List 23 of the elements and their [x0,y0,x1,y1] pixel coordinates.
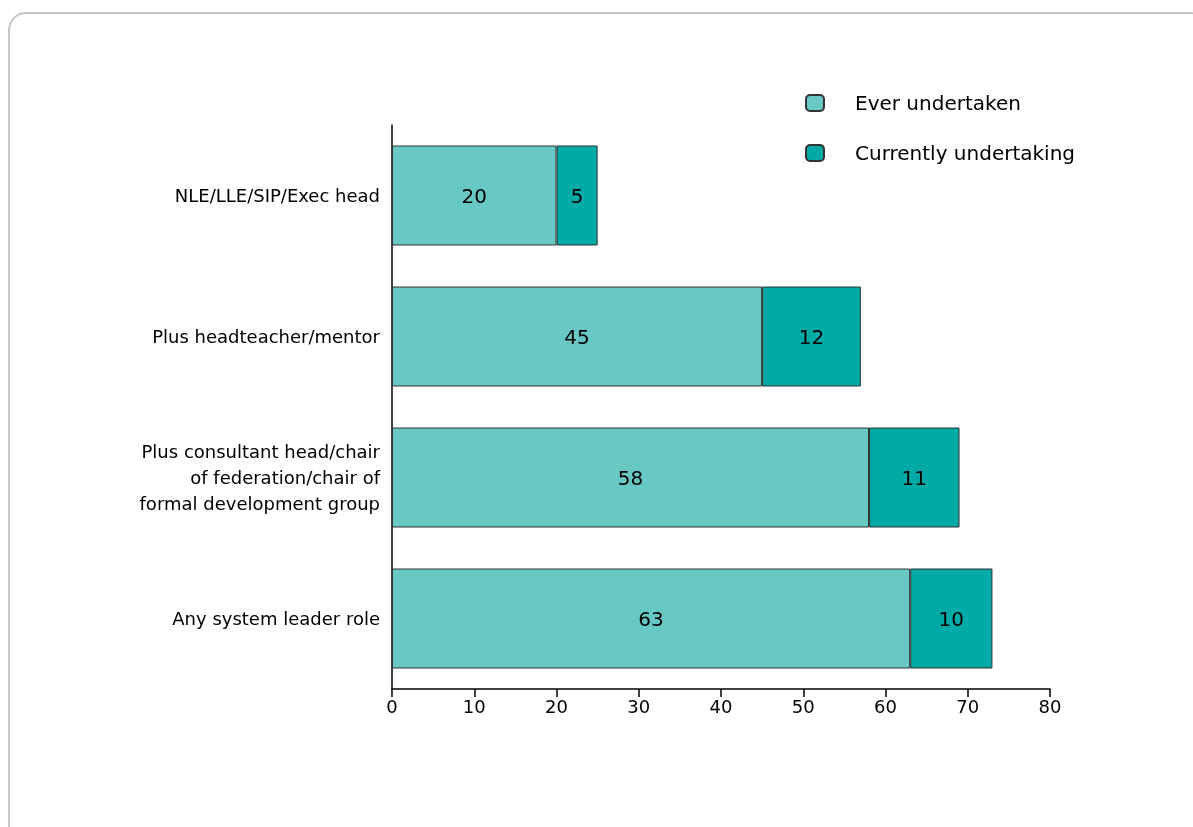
y-tick-label: Any system leader role [172,608,380,629]
data-label: 63 [638,606,664,631]
legend-label: Currently undertaking [855,141,1076,165]
x-tick-label: 60 [874,695,897,717]
x-tick-label: 0 [386,695,398,717]
x-tick-label: 70 [956,695,980,717]
y-tick-label: Plus headteacher/mentor [152,326,381,347]
data-label: 45 [564,324,590,349]
x-tick-label: 80 [1038,695,1062,717]
y-tick-label: NLE/LLE/SIP/Exec head [174,185,380,206]
data-label: 20 [461,183,487,208]
data-label: 11 [901,465,928,490]
data-label: 12 [798,324,825,349]
x-tick-label: 20 [545,695,568,717]
data-label: 10 [938,606,965,631]
x-tick-label: 10 [462,695,486,717]
x-tick-label: 30 [627,695,651,717]
x-tick-label: 40 [709,695,733,717]
legend-label: Ever undertaken [855,91,1021,115]
x-tick-label: 50 [791,695,815,717]
data-label: 5 [570,183,584,208]
y-tick-label: Plus consultant head/chair of federation/chair of formal development group [139,441,381,514]
data-label: 58 [617,465,644,490]
